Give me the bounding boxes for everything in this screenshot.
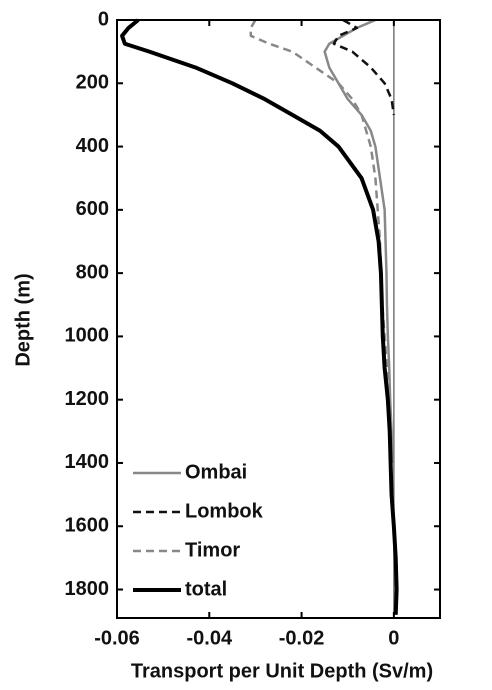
legend-label: total bbox=[185, 578, 227, 600]
series-line bbox=[323, 18, 394, 463]
legend-label: Timor bbox=[185, 539, 240, 561]
y-tick-label: 1000 bbox=[65, 325, 110, 347]
y-tick-label: 1600 bbox=[65, 515, 110, 537]
legend-label: Ombai bbox=[185, 461, 247, 483]
x-tick-label: 0 bbox=[388, 627, 399, 649]
x-tick-label: -0.02 bbox=[279, 627, 325, 649]
series-line bbox=[332, 18, 396, 116]
x-tick-label: -0.06 bbox=[94, 627, 140, 649]
y-tick-label: 1400 bbox=[65, 451, 110, 473]
plot-frame bbox=[116, 19, 441, 619]
y-tick-label: 800 bbox=[76, 261, 109, 283]
series-line bbox=[249, 19, 391, 400]
y-axis-label: Depth (m) bbox=[12, 273, 34, 366]
x-axis-label: Transport per Unit Depth (Sv/m) bbox=[131, 660, 433, 682]
legend-label: Lombok bbox=[185, 500, 264, 522]
x-tick-label: -0.04 bbox=[186, 627, 232, 649]
y-tick-label: 1800 bbox=[65, 578, 110, 600]
y-tick-label: 600 bbox=[76, 198, 109, 220]
y-tick-label: 400 bbox=[76, 135, 109, 157]
y-tick-label: 1200 bbox=[65, 388, 110, 410]
series-line bbox=[120, 18, 399, 615]
y-tick-label: 200 bbox=[76, 72, 109, 94]
y-tick-label: 0 bbox=[98, 8, 109, 30]
